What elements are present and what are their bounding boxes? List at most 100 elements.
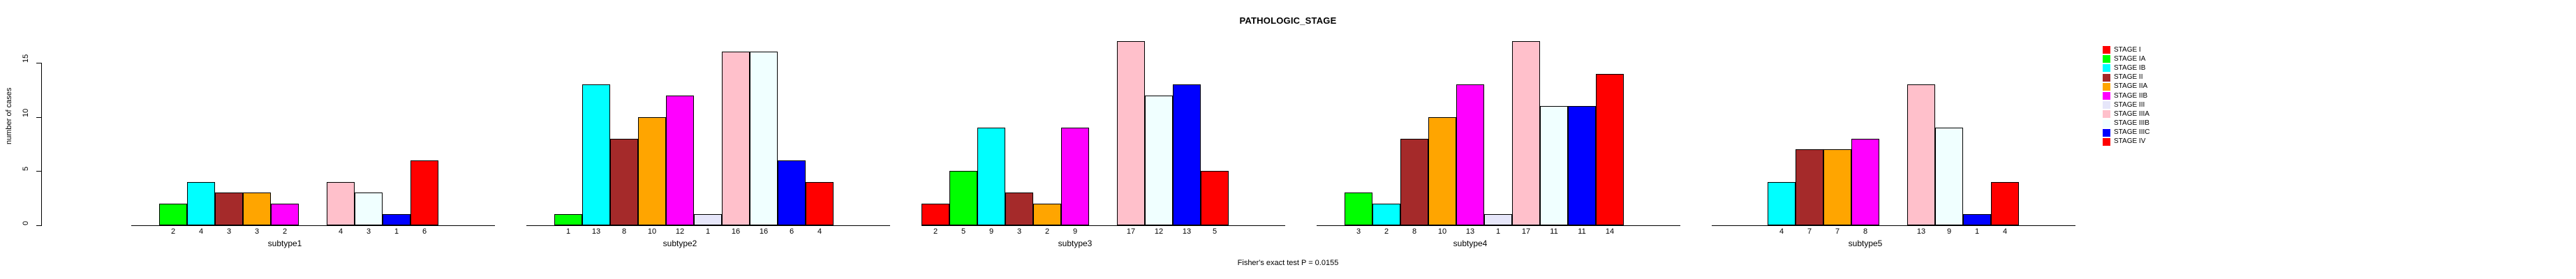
bar-stage-iiic-subtype4 [1568,106,1596,225]
bar-stage-iiib-subtype5 [1935,128,1963,225]
legend-label: STAGE IIB [2114,91,2148,100]
bar-stage-ia-subtype3 [949,171,977,225]
bar-value-label: 3 [1356,227,1361,236]
bar-stage-ib-subtype5 [1768,182,1796,225]
x-axis-group-label-subtype4: subtype4 [1453,239,1488,248]
bar-value-label: 3 [226,227,232,236]
bar-value-label: 4 [1779,227,1784,236]
legend-swatch-stage-iia [2103,82,2110,91]
x-axis-group-label-subtype1: subtype1 [267,239,302,248]
legend-item-stage-iib: STAGE IIB [2103,91,2150,100]
legend-item-stage-iii: STAGE III [2103,100,2150,110]
bar-value-label: 3 [366,227,371,236]
bar-value-label: 7 [1807,227,1812,236]
bar-stage-iiib-subtype4 [1540,106,1568,225]
bar-stage-iib-subtype5 [1851,139,1879,225]
bar-stage-iia-subtype2 [638,117,666,225]
bar-stage-ia-subtype4 [1345,193,1372,225]
bar-value-label: 3 [1016,227,1022,236]
y-tick-mark [36,225,41,226]
bar-stage-iia-subtype1 [243,193,271,225]
bar-value-label: 8 [621,227,627,236]
bar-stage-iv-subtype5 [1991,182,2019,225]
bar-stage-iib-subtype3 [1061,128,1089,225]
legend-label: STAGE IV [2114,137,2146,146]
bar-value-label: 2 [282,227,288,236]
bar-stage-iib-subtype4 [1456,84,1484,225]
legend-swatch-stage-ib [2103,64,2110,73]
bar-stage-iii-subtype4 [1484,214,1512,225]
bar-stage-i-subtype3 [921,204,949,225]
bar-value-label: 5 [961,227,966,236]
legend-swatch-stage-iiic [2103,128,2110,137]
x-axis-baseline-subtype2 [526,225,890,226]
x-axis-group-label-subtype5: subtype5 [1848,239,1883,248]
bar-stage-iv-subtype4 [1596,74,1624,225]
bar-stage-iiic-subtype3 [1173,84,1201,225]
bar-stage-iiib-subtype3 [1145,96,1173,225]
bar-value-label: 10 [1437,227,1447,236]
bar-value-label: 4 [338,227,343,236]
bar-stage-ii-subtype4 [1400,139,1428,225]
bar-value-label: 12 [1154,227,1164,236]
bar-value-label: 10 [647,227,657,236]
bar-stage-iv-subtype3 [1201,171,1229,225]
legend-item-stage-ib: STAGE IB [2103,63,2150,73]
y-tick-mark [36,171,41,172]
bar-stage-iv-subtype2 [806,182,834,225]
legend-item-stage-iia: STAGE IIA [2103,82,2150,91]
bar-stage-iiic-subtype5 [1963,214,1991,225]
bar-stage-iib-subtype1 [271,204,299,225]
bar-value-label: 13 [1916,227,1926,236]
legend-label: STAGE IIIA [2114,110,2149,118]
bar-stage-iia-subtype4 [1428,117,1456,225]
x-axis-group-label-subtype2: subtype2 [662,239,697,248]
bar-stage-ia-subtype1 [159,204,187,225]
bar-stage-iia-subtype3 [1033,204,1061,225]
legend-label: STAGE IIIB [2114,119,2149,128]
legend-item-stage-ia: STAGE IA [2103,54,2150,63]
y-axis-line [41,63,42,226]
bar-stage-ia-subtype2 [554,214,582,225]
bar-value-label: 1 [565,227,571,236]
bar-stage-iiia-subtype4 [1512,41,1540,225]
bar-value-label: 17 [1126,227,1136,236]
y-tick-mark [36,116,41,118]
bar-stage-ib-subtype3 [977,128,1005,225]
bar-value-label: 11 [1578,227,1586,236]
legend-label: STAGE II [2114,73,2143,82]
legend-item-stage-ii: STAGE II [2103,73,2150,82]
bar-stage-iiia-subtype5 [1907,84,1935,225]
legend-swatch-stage-ii [2103,73,2110,82]
chart-title: PATHOLOGIC_STAGE [1239,15,1337,26]
bar-value-label: 13 [1182,227,1192,236]
legend-item-stage-iiia: STAGE IIIA [2103,110,2150,119]
bar-stage-ib-subtype1 [187,182,215,225]
legend-label: STAGE IIIC [2114,128,2150,137]
legend-label: STAGE IB [2114,63,2146,72]
bar-value-label: 6 [422,227,427,236]
legend: STAGE I STAGE IA STAGE IB STAGE II STAGE IIA… [2103,45,2150,146]
legend-swatch-stage-i [2103,46,2110,54]
bar-value-label: 13 [591,227,601,236]
legend-label: STAGE III [2114,100,2145,109]
bar-stage-ii-subtype2 [610,139,638,225]
bar-value-label: 2 [1044,227,1050,236]
bar-stage-ii-subtype1 [215,193,243,225]
bar-value-label: 9 [1946,227,1952,236]
bar-stage-ii-subtype5 [1796,149,1823,225]
legend-swatch-stage-iib [2103,92,2110,100]
bar-value-label: 4 [198,227,204,236]
bar-value-label: 5 [1212,227,1217,236]
x-axis-baseline-subtype3 [921,225,1285,226]
bar-value-label: 1 [705,227,711,236]
bar-value-label: 1 [1495,227,1501,236]
bar-value-label: 8 [1412,227,1417,236]
bar-stage-ii-subtype3 [1005,193,1033,225]
legend-swatch-stage-iii [2103,101,2110,110]
fisher-test-annotation: Fisher's exact test P = 0.0155 [1237,259,1339,267]
bar-value-label: 13 [1465,227,1475,236]
bar-stage-iiic-subtype2 [778,160,806,225]
bar-value-label: 3 [254,227,260,236]
